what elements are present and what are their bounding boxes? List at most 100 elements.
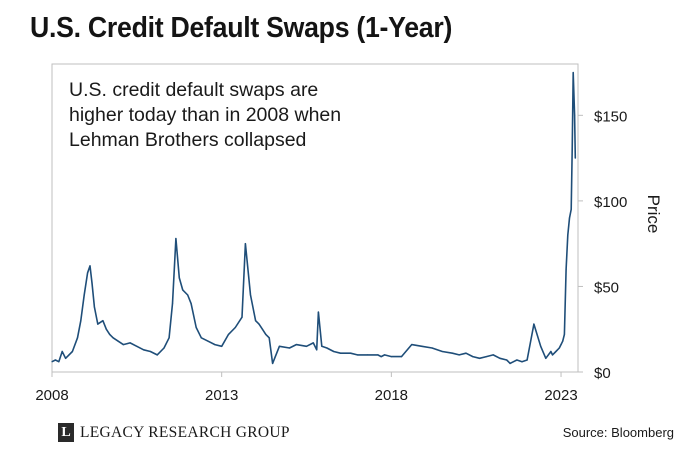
data-point: [258, 323, 260, 325]
data-point: [533, 323, 535, 325]
data-point: [227, 333, 230, 335]
data-point: [253, 311, 255, 313]
axis-layer: $0 $50 $100 $150 2008 2013 2018 2023 Price: [35, 108, 663, 404]
data-point: [451, 352, 453, 354]
data-point: [563, 333, 566, 335]
data-point: [380, 356, 382, 358]
data-point: [339, 352, 342, 354]
data-point: [411, 344, 413, 346]
data-point: [568, 217, 571, 219]
data-point: [572, 72, 574, 74]
brand-logo: L LEGACY RESEARCH GROUP: [58, 423, 290, 442]
x-tick-label: 2013: [205, 387, 238, 404]
data-point: [241, 316, 243, 318]
data-point: [221, 345, 223, 347]
data-point: [76, 337, 79, 339]
data-point: [570, 208, 572, 210]
annotation-line-2: higher today than in 2008 when: [69, 104, 342, 126]
y-tick-label: $150: [594, 108, 627, 125]
data-point: [288, 347, 291, 349]
data-point: [122, 344, 124, 346]
data-point: [112, 337, 114, 339]
plot-frame: [51, 63, 579, 373]
data-point: [333, 350, 335, 353]
data-point: [565, 268, 567, 270]
data-point: [249, 294, 252, 296]
data-point: [479, 357, 481, 359]
data-point: [244, 243, 246, 245]
data-point: [102, 320, 104, 322]
data-point: [574, 114, 576, 116]
data-point: [295, 344, 297, 346]
data-point: [317, 311, 319, 313]
data-point: [550, 350, 552, 353]
data-point: [512, 361, 515, 363]
data-point: [97, 323, 99, 325]
data-point: [574, 157, 576, 159]
data-point: [255, 320, 257, 322]
data-point: [234, 326, 236, 329]
annotation-line-3: Lehman Brothers collapsed: [69, 129, 307, 151]
data-point: [163, 347, 165, 349]
y-tick-label: $0: [594, 365, 611, 382]
annotation-text: U.S. credit default swaps are higher tod…: [69, 78, 341, 153]
data-point: [175, 237, 177, 240]
data-point: [390, 356, 392, 358]
data-point: [136, 345, 138, 347]
data-point: [272, 362, 274, 364]
data-point: [499, 357, 501, 359]
x-tick-label: 2018: [375, 387, 408, 404]
data-point: [384, 354, 386, 356]
data-point: [312, 342, 314, 344]
logo-mark-icon: L: [58, 423, 74, 442]
data-point: [305, 345, 308, 347]
data-point: [551, 354, 554, 356]
x-tick-label: 2008: [35, 387, 68, 404]
data-point: [190, 303, 192, 305]
data-point: [178, 277, 180, 279]
data-point: [506, 359, 508, 361]
data-point: [278, 345, 280, 347]
data-point: [187, 294, 189, 296]
brand-name: LEGACY RESEARCH GROUP: [80, 423, 290, 441]
data-point: [326, 347, 328, 349]
data-point: [143, 349, 145, 351]
data-point: [421, 345, 423, 347]
data-point: [117, 340, 119, 342]
data-point: [89, 265, 91, 267]
data-point: [182, 289, 184, 291]
data-point: [571, 149, 573, 151]
data-point: [168, 337, 170, 339]
data-point: [195, 326, 197, 329]
data-point: [485, 356, 487, 358]
data-point: [58, 361, 60, 363]
data-point: [321, 345, 323, 347]
y-axis-label: Price: [644, 195, 663, 234]
y-tick-label: $50: [594, 279, 619, 296]
annotation-line-1: U.S. credit default swaps are: [69, 79, 319, 101]
data-point: [458, 354, 460, 356]
data-point: [129, 342, 131, 344]
data-point: [83, 294, 85, 296]
data-point: [521, 361, 523, 363]
data-point: [431, 347, 433, 349]
data-point: [509, 362, 511, 364]
data-point: [555, 350, 557, 353]
data-point: [545, 357, 547, 359]
y-tick-label: $100: [594, 194, 627, 211]
data-point: [109, 333, 111, 335]
data-point: [526, 359, 528, 361]
data-point: [93, 306, 95, 308]
data-point: [105, 328, 107, 330]
series-layer: [51, 71, 577, 365]
data-point: [441, 350, 443, 353]
data-point: [558, 347, 560, 349]
data-point: [61, 350, 63, 353]
data-point: [367, 354, 369, 356]
data-point: [248, 277, 250, 279]
data-point: [492, 354, 494, 356]
data-point: [87, 272, 89, 274]
data-point: [268, 337, 270, 339]
data-point: [316, 349, 318, 351]
data-point: [149, 350, 151, 353]
